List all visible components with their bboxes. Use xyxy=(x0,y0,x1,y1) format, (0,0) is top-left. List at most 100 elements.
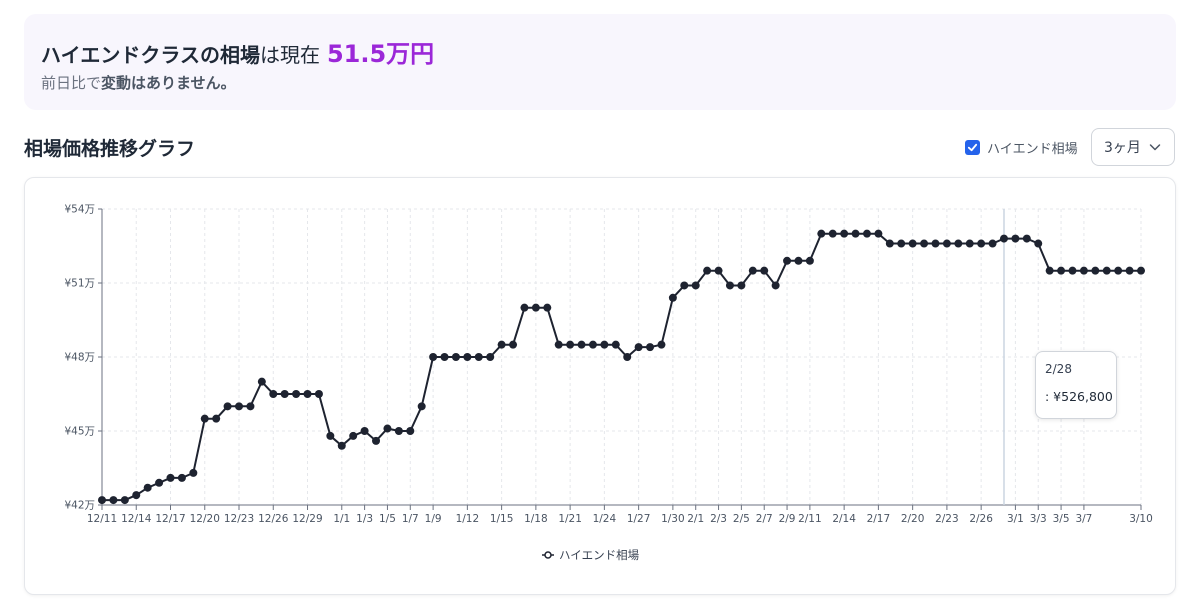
x-tick-label: 2/23 xyxy=(935,513,959,525)
data-point xyxy=(372,436,381,445)
data-point xyxy=(497,340,506,349)
x-tick-label: 2/9 xyxy=(779,513,796,525)
legend-label: ハイエンド相場 xyxy=(559,548,640,562)
is-now-text: は現在 xyxy=(260,43,320,67)
x-tick-label: 2/17 xyxy=(867,513,891,525)
data-point xyxy=(725,281,734,290)
current-price: 51.5万円 xyxy=(326,40,435,68)
x-tick-label: 12/20 xyxy=(190,513,220,525)
data-point xyxy=(120,496,129,505)
x-tick-label: 1/18 xyxy=(524,513,548,525)
data-point xyxy=(257,377,266,386)
data-point xyxy=(1057,266,1066,275)
x-tick-label: 3/3 xyxy=(1030,513,1047,525)
data-point xyxy=(920,239,929,248)
data-point xyxy=(520,303,529,312)
data-point xyxy=(269,390,278,398)
y-tick-label: ¥54万 xyxy=(64,204,95,216)
data-point xyxy=(988,239,997,248)
data-point xyxy=(189,468,198,477)
data-point xyxy=(817,229,826,238)
x-tick-label: 1/27 xyxy=(627,513,651,525)
data-point xyxy=(931,239,940,248)
x-tick-label: 2/1 xyxy=(687,513,704,525)
data-point xyxy=(554,340,563,349)
data-point xyxy=(794,256,803,265)
period-select[interactable]: 3ヶ月 xyxy=(1091,128,1175,166)
data-point xyxy=(714,266,723,275)
data-point xyxy=(235,402,244,411)
x-tick-label: 2/20 xyxy=(901,513,925,525)
data-point xyxy=(155,478,164,487)
chart-tooltip: 2/28 : ¥526,800 xyxy=(1035,351,1117,419)
data-point xyxy=(326,431,335,440)
x-tick-label: 12/11 xyxy=(87,513,117,525)
data-point xyxy=(611,340,620,349)
data-point xyxy=(509,340,518,349)
data-point xyxy=(600,340,609,349)
series-toggle-label: ハイエンド相場 xyxy=(987,142,1078,157)
data-point xyxy=(463,353,472,361)
data-point xyxy=(965,239,974,248)
data-point xyxy=(840,229,849,238)
data-point xyxy=(246,402,255,411)
x-tick-label: 1/9 xyxy=(425,513,442,525)
data-point xyxy=(588,340,597,349)
data-point xyxy=(805,256,814,265)
x-tick-label: 2/5 xyxy=(733,513,750,525)
data-point xyxy=(109,496,118,505)
data-point xyxy=(132,491,141,500)
x-tick-label: 3/1 xyxy=(1007,513,1024,525)
x-tick-label: 1/21 xyxy=(558,513,582,525)
data-point xyxy=(999,234,1008,243)
summary-diff: 前日比で変動はありません。 xyxy=(41,72,236,93)
data-point xyxy=(954,239,963,248)
x-tick-label: 1/5 xyxy=(379,513,396,525)
x-tick-label: 2/14 xyxy=(832,513,856,525)
data-point xyxy=(360,427,369,435)
data-point xyxy=(440,353,449,361)
data-point xyxy=(303,390,312,398)
data-point xyxy=(1045,266,1054,275)
data-point xyxy=(314,390,323,398)
data-point xyxy=(1011,234,1020,243)
data-point xyxy=(280,390,289,398)
data-point xyxy=(908,239,917,248)
x-tick-label: 12/17 xyxy=(155,513,185,525)
x-tick-label: 2/3 xyxy=(710,513,727,525)
data-point xyxy=(771,281,780,290)
tooltip-value: : ¥526,800 xyxy=(1045,389,1113,404)
data-point xyxy=(737,281,746,290)
x-tick-label: 3/5 xyxy=(1053,513,1070,525)
data-point xyxy=(691,281,700,290)
checkbox-icon[interactable] xyxy=(965,140,980,155)
data-point xyxy=(646,343,655,352)
data-point xyxy=(417,402,426,411)
summary-headline: ハイエンドクラスの相場は現在 51.5万円 xyxy=(41,34,434,69)
data-point xyxy=(383,424,392,433)
chevron-down-icon xyxy=(1149,144,1161,151)
x-tick-label: 12/26 xyxy=(258,513,289,525)
data-point xyxy=(1079,266,1088,275)
data-point xyxy=(531,303,540,312)
x-tick-label: 1/12 xyxy=(456,513,480,525)
diff-prefix: 前日比で xyxy=(41,74,102,92)
data-point xyxy=(851,229,860,238)
data-point xyxy=(406,427,415,435)
y-tick-label: ¥42万 xyxy=(64,500,95,512)
data-point xyxy=(349,431,358,440)
x-tick-label: 1/15 xyxy=(490,513,514,525)
series-toggle[interactable]: ハイエンド相場 xyxy=(965,138,1078,157)
data-point xyxy=(634,343,643,352)
data-point xyxy=(543,303,552,312)
data-point xyxy=(897,239,906,248)
data-point xyxy=(177,473,186,482)
data-point xyxy=(668,293,677,302)
data-point xyxy=(680,281,689,290)
x-tick-label: 2/7 xyxy=(756,513,773,525)
price-trend-chart: ¥42万 ¥45万 ¥48万 ¥51万 ¥54万 12/11 12/14 12/17 12/20… xyxy=(64,204,1152,563)
data-point xyxy=(1137,266,1145,275)
x-tick-label: 1/30 xyxy=(661,513,685,525)
data-point xyxy=(623,353,632,361)
data-point xyxy=(200,414,209,423)
